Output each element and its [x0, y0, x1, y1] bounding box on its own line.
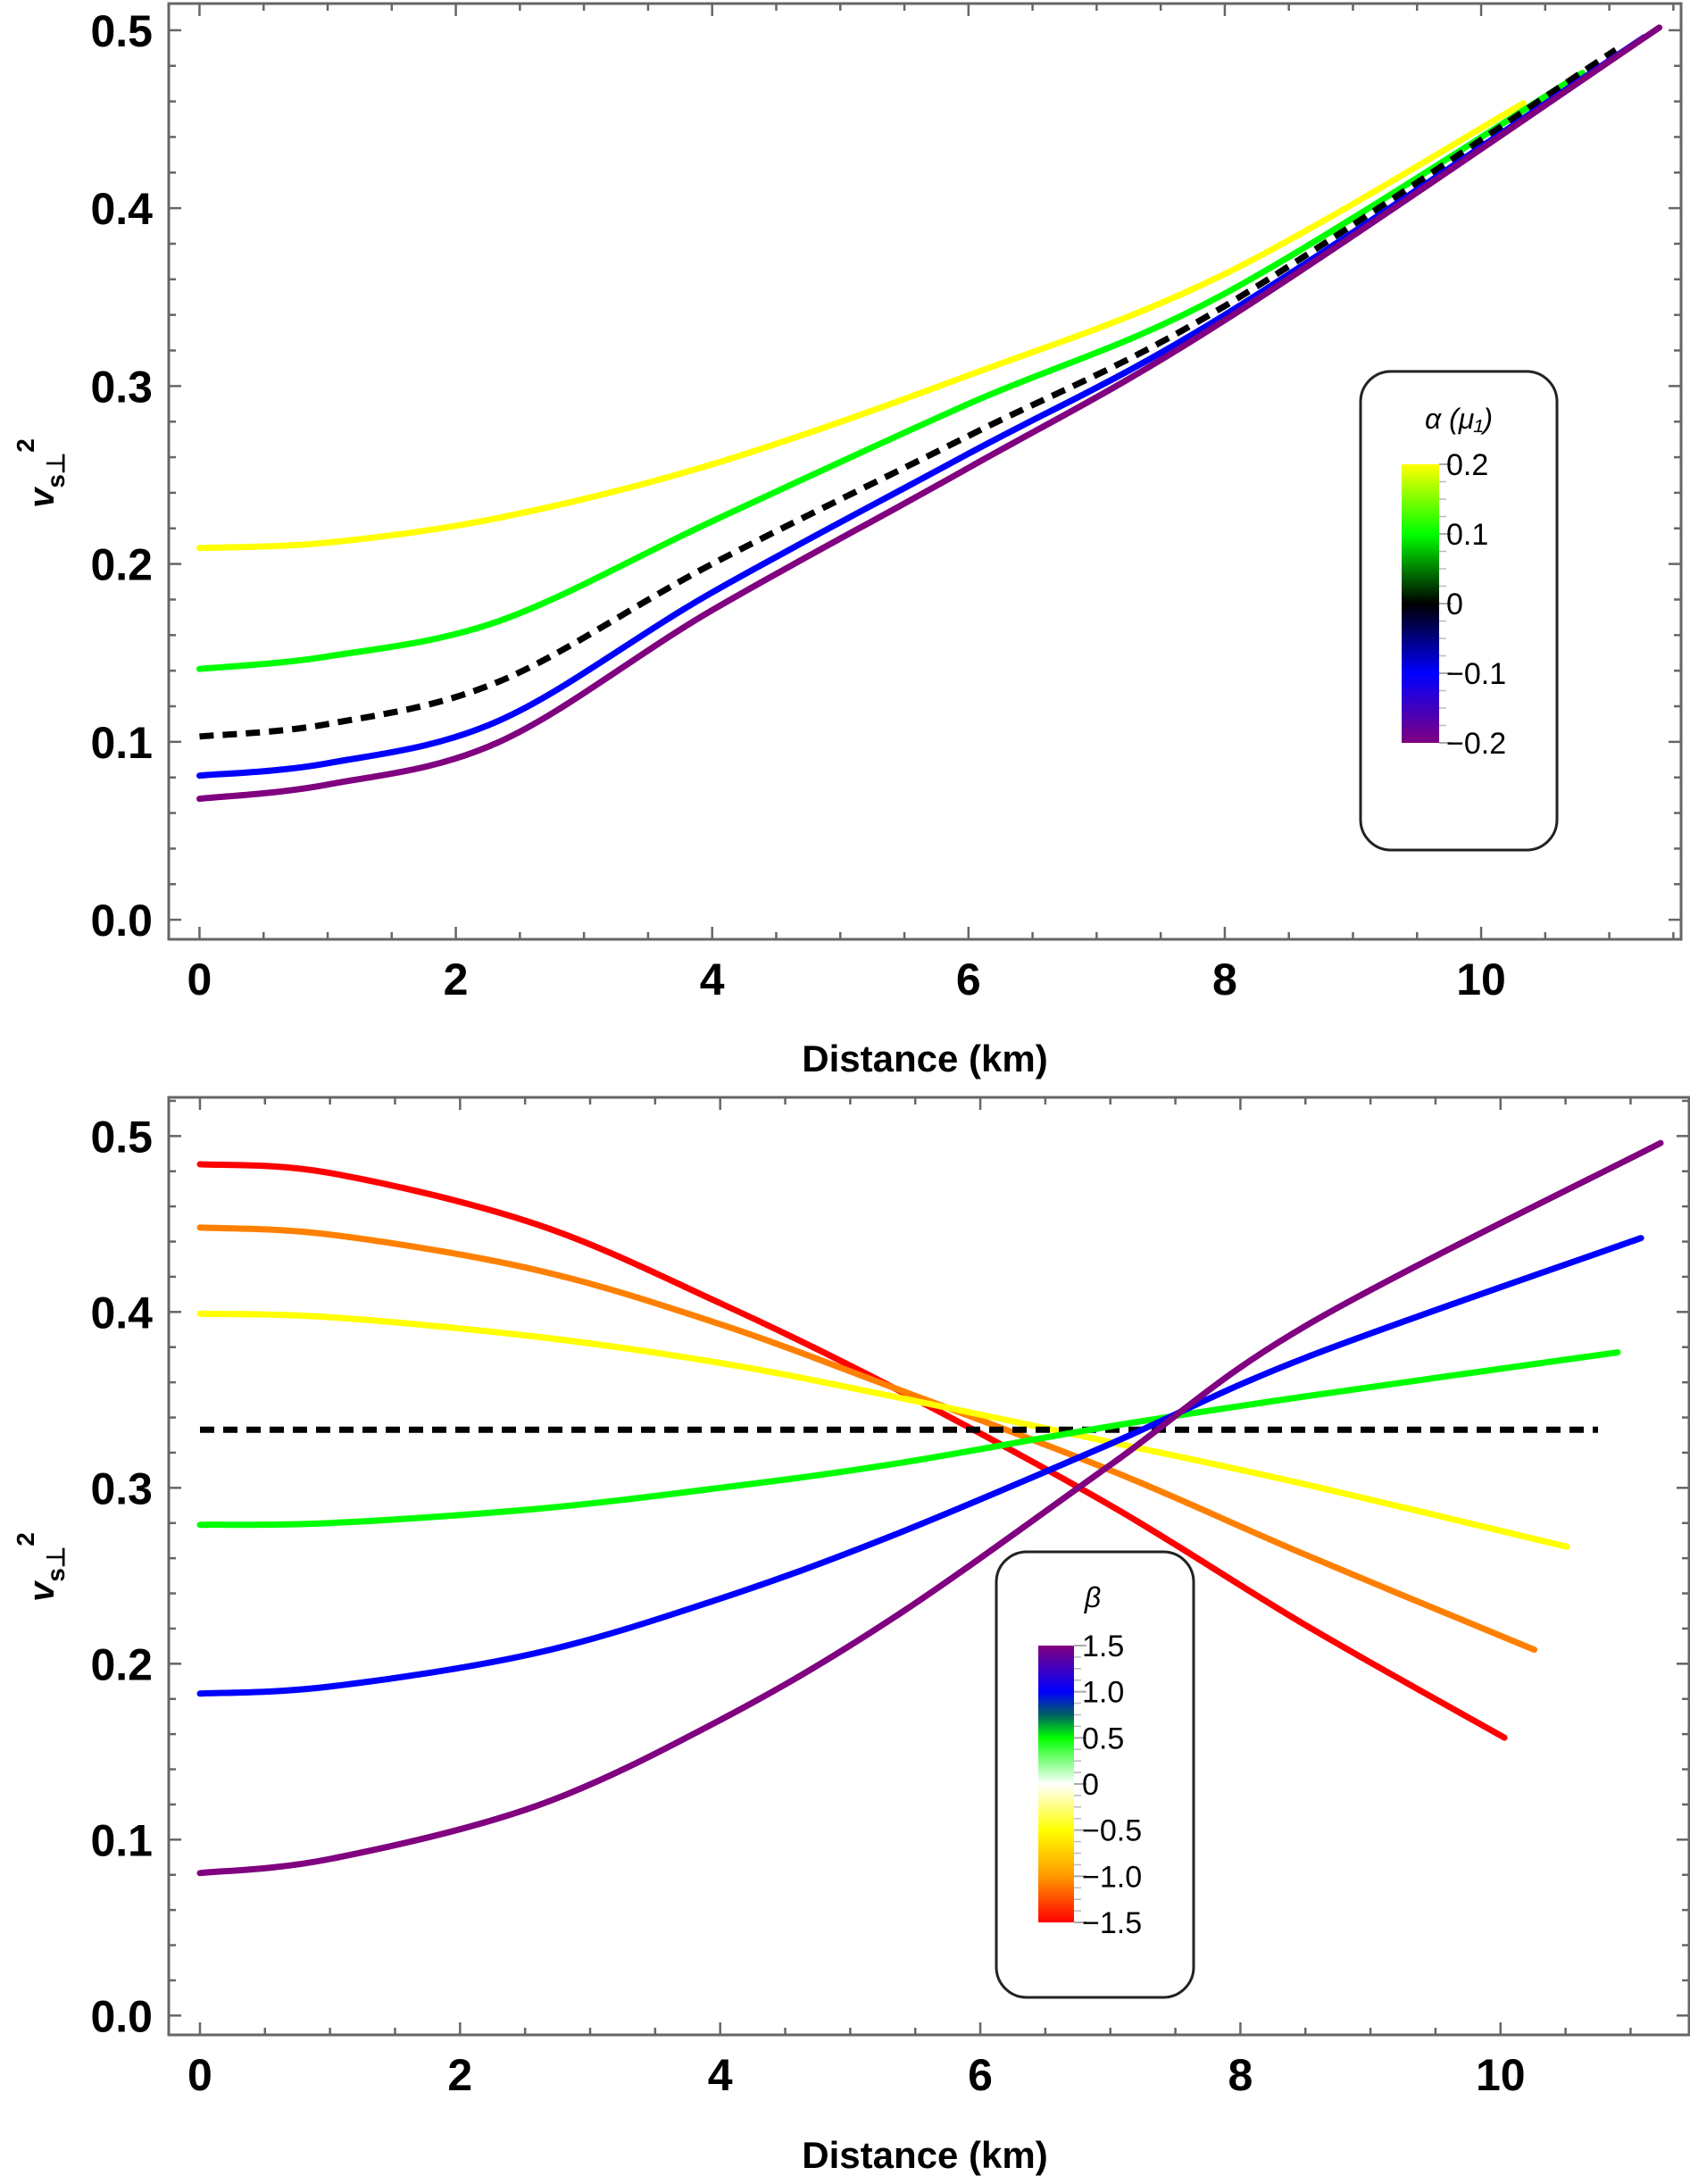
- svg-text:vs⊥2: vs⊥2: [12, 1532, 70, 1602]
- legend-tick-label: −1.0: [1082, 1860, 1142, 1894]
- y-tick-label: 0.0: [90, 1991, 153, 2041]
- top-tick-labels: 0 2 4 6 8 10 0.0 0.1 0.2 0.3 0.4 0.5: [90, 6, 1505, 1004]
- x-tick-label: 8: [1212, 954, 1237, 1004]
- bottom-y-axis-title: vs⊥2: [12, 1532, 70, 1602]
- y-tick-label: 0.2: [90, 1639, 153, 1689]
- x-tick-label: 8: [1228, 2050, 1253, 2100]
- series-line: [196, 1224, 1538, 1654]
- series-line: [196, 34, 1647, 779]
- bottom-colorbar-legend: β 1.5 1.0 0.5 0 −0.5 −1.0 −1.5: [995, 1550, 1195, 1999]
- x-tick-label: 6: [956, 954, 981, 1004]
- series-line: [196, 1139, 1664, 1877]
- y-tick-label: 0.1: [90, 718, 153, 768]
- legend-tick-label: 0.5: [1082, 1721, 1124, 1755]
- y-tick-label: 0.5: [90, 6, 153, 56]
- top-axis-ticks: [169, 4, 1681, 939]
- y-tick-label: 0.4: [90, 184, 153, 234]
- series-line: [196, 1349, 1621, 1529]
- top-chart: 0 2 4 6 8 100.00.10.20.30.40.5 Distance (km) …: [12, 2, 1683, 1079]
- legend-tick-label: −1.5: [1082, 1906, 1142, 1940]
- bottom-chart: 0 2 4 6 8 100.00.10.20.30.40.5 Distance (km) …: [12, 1096, 1690, 2176]
- series-line: [196, 70, 1586, 672]
- y-tick-label: 0.3: [90, 1463, 153, 1513]
- series-line: [196, 24, 1663, 803]
- series-line: [196, 1310, 1570, 1550]
- x-tick-label: 4: [700, 954, 725, 1004]
- bottom-plot-frame: [167, 1096, 1690, 2037]
- x-tick-label: 4: [708, 2050, 733, 2100]
- top-plot-frame: [167, 2, 1683, 941]
- x-tick-label: 2: [444, 954, 469, 1004]
- bottom-colorbar: [1038, 1646, 1074, 1922]
- svg-text:vs⊥2: vs⊥2: [12, 438, 70, 508]
- y-tick-label: 0.5: [90, 1112, 153, 1162]
- bottom-x-axis-title: Distance (km): [802, 2134, 1047, 2176]
- series-line: [196, 100, 1527, 552]
- top-series-group: [196, 24, 1663, 803]
- x-tick-label: 10: [1456, 954, 1506, 1004]
- x-tick-label: 0: [187, 2050, 212, 2100]
- top-colorbar: [1402, 464, 1439, 743]
- x-tick-label: 10: [1476, 2050, 1526, 2100]
- legend-tick-label: 0.2: [1446, 448, 1488, 482]
- y-tick-label: 0.0: [90, 896, 153, 946]
- legend-tick-label: 1.0: [1082, 1676, 1124, 1710]
- x-tick-label: 2: [447, 2050, 472, 2100]
- legend-tick-label: 0.1: [1446, 518, 1488, 552]
- series-line: [196, 1235, 1644, 1697]
- y-tick-label: 0.4: [90, 1288, 153, 1338]
- bottom-series-group: [196, 1139, 1664, 1877]
- y-tick-label: 0.1: [90, 1815, 153, 1865]
- bottom-axis-ticks: [169, 1097, 1689, 2035]
- bottom-tick-labels: 0 2 4 6 8 10 0.0 0.1 0.2 0.3 0.4 0.5: [90, 1112, 1525, 2100]
- top-y-axis-title: vs⊥2: [12, 438, 70, 508]
- top-x-axis-title: Distance (km): [802, 1038, 1047, 1079]
- legend-tick-label: −0.5: [1082, 1814, 1142, 1848]
- series-line: [199, 46, 1618, 740]
- y-tick-label: 0.3: [90, 362, 153, 412]
- x-tick-label: 6: [968, 2050, 993, 2100]
- y-tick-label: 0.2: [90, 540, 153, 590]
- legend-tick-label: −0.2: [1446, 727, 1506, 761]
- legend-tick-label: 1.5: [1082, 1630, 1124, 1663]
- top-legend-title: α (μ₁): [1425, 403, 1493, 435]
- top-colorbar-legend: α (μ₁) 0.2 0.1 0 −0.1 −0.2: [1359, 370, 1559, 852]
- legend-tick-label: 0: [1446, 588, 1463, 621]
- series-line: [196, 1161, 1508, 1741]
- legend-tick-label: −0.1: [1446, 657, 1506, 691]
- x-tick-label: 0: [187, 954, 212, 1004]
- legend-tick-label: 0: [1082, 1768, 1099, 1802]
- bottom-legend-title: β: [1084, 1581, 1101, 1613]
